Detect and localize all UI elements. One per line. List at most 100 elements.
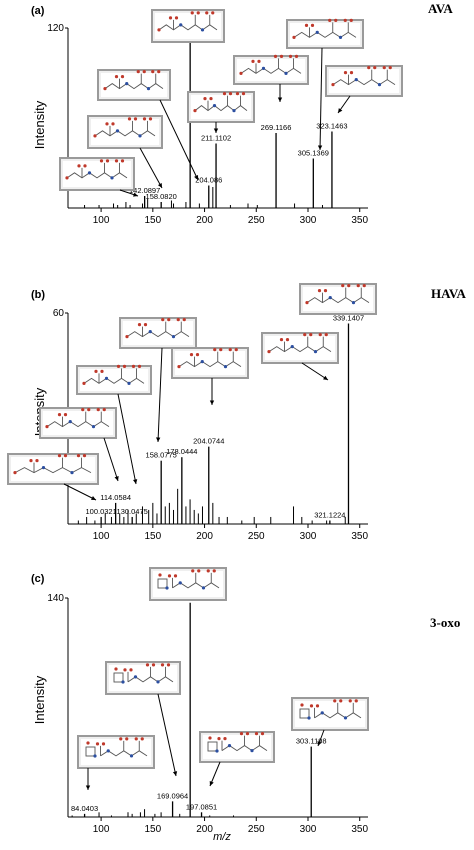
oxygen-atom <box>348 699 352 703</box>
fragment-structure <box>39 407 119 482</box>
arrowhead-icon <box>132 479 138 484</box>
backbone-bond <box>94 130 156 137</box>
oxygen-atom <box>367 66 371 70</box>
arrowhead-icon <box>317 145 323 150</box>
structure-box-inner <box>290 23 360 45</box>
nitrogen-atom <box>138 134 142 138</box>
fragment-structure <box>291 697 369 747</box>
oxygen-atom <box>205 11 209 15</box>
oxygen-atom <box>82 381 86 385</box>
oxygen-atom <box>303 333 307 337</box>
oxygen-atom <box>131 364 136 368</box>
oxygen-atom <box>151 70 155 74</box>
fragment-structure <box>105 661 181 777</box>
peak-label: 323.1463 <box>316 122 347 131</box>
nitrogen-atom <box>227 744 232 748</box>
oxygen-atom <box>279 54 284 58</box>
backbone-bond <box>268 346 332 353</box>
nitrogen-atom <box>201 586 206 590</box>
peak-label: 303.1198 <box>296 737 327 746</box>
peak-label: 158.0775 <box>146 451 177 460</box>
backbone-bond <box>83 377 145 384</box>
oxygen-atom <box>173 574 178 578</box>
fragment-structure <box>299 283 377 315</box>
oxygen-atom <box>167 318 171 322</box>
nitrogen-atom <box>70 471 74 475</box>
spectrum-panel-3: (c) 3-oxo 140 Intensity 100 150 200 250 300 350 84… <box>31 567 460 835</box>
oxygen-atom <box>334 18 338 22</box>
x-tick-label: 150 <box>144 824 161 835</box>
nitrogen-atom <box>104 376 109 380</box>
spectrum-panel-1: (a) AVA 120 Intensity 100 150 200 250 300 350 142.… <box>31 1 453 226</box>
ring-bond <box>207 741 218 752</box>
peak-label: 321.1224 <box>314 510 345 519</box>
oxygen-atom <box>241 92 246 96</box>
backbone-bond <box>332 79 396 86</box>
oxygen-atom <box>257 59 261 63</box>
oxygen-atom <box>203 97 207 101</box>
oxygen-atom <box>182 318 186 322</box>
oxygen-atom <box>83 164 87 168</box>
oxygen-atom <box>167 574 172 578</box>
peak-label: 197.0851 <box>186 802 217 811</box>
oxygen-atom <box>300 703 304 707</box>
nitrogen-atom <box>110 176 114 180</box>
oxygen-atom <box>65 176 69 180</box>
oxygen-atom <box>13 471 17 475</box>
oxygen-atom <box>45 425 49 429</box>
nitrogen-atom <box>200 28 205 32</box>
oxygen-atom <box>239 732 244 736</box>
x-tick-label: 200 <box>196 824 213 835</box>
oxygen-atom <box>105 159 110 163</box>
fragment-structure <box>149 567 227 601</box>
nitrogen-atom <box>146 87 151 91</box>
oxygen-atom <box>96 408 100 412</box>
fragment-structure <box>7 453 99 501</box>
oxygen-atom <box>339 699 343 703</box>
x-tick-label: 300 <box>300 215 317 226</box>
x-tick-label: 150 <box>144 531 161 542</box>
structure-box-inner <box>175 351 245 375</box>
oxygen-atom <box>120 159 125 163</box>
x-tick-label: 200 <box>196 531 213 542</box>
oxygen-atom <box>103 87 107 91</box>
nitrogen-atom <box>200 360 204 364</box>
oxygen-atom <box>137 364 142 368</box>
oxygen-atom <box>362 284 366 288</box>
panel-label: (c) <box>31 573 45 585</box>
oxygen-atom <box>189 353 194 357</box>
y-max-label: 120 <box>47 23 64 34</box>
oxygen-atom <box>105 122 109 126</box>
oxygen-atom <box>190 11 194 15</box>
oxygen-atom <box>95 742 100 746</box>
backbone-bond <box>306 297 370 304</box>
oxygen-atom <box>29 459 33 463</box>
backbone-bond <box>14 467 92 474</box>
oxygen-atom <box>347 284 351 288</box>
oxygen-atom <box>317 289 322 293</box>
oxygen-atom <box>93 134 97 138</box>
fragment-structure <box>151 9 225 43</box>
y-max-label: 140 <box>47 593 64 604</box>
nitrogen-atom <box>106 749 110 753</box>
oxygen-atom <box>222 92 227 96</box>
oxygen-atom <box>86 741 90 745</box>
nitrogen-atom <box>313 350 318 354</box>
oxygen-atom <box>57 413 62 417</box>
oxygen-atom <box>388 66 392 70</box>
arrowhead-icon <box>85 785 91 790</box>
backbone-bond <box>104 83 164 90</box>
x-tick-label: 150 <box>144 215 161 226</box>
peak-label: 204.0744 <box>193 437 224 446</box>
oxygen-atom <box>35 459 39 463</box>
nitrogen-atom <box>215 749 219 753</box>
y-axis-title: Intensity <box>32 100 47 149</box>
fragment-structure <box>286 18 364 151</box>
backbone-bond <box>158 24 218 31</box>
structure-box-inner <box>80 369 148 391</box>
x-tick-label: 350 <box>351 824 368 835</box>
oxygen-atom <box>102 408 106 412</box>
x-tick-label: 100 <box>93 215 110 226</box>
arrowhead-icon <box>209 781 214 786</box>
peak-label: 142.0897 <box>129 186 160 195</box>
